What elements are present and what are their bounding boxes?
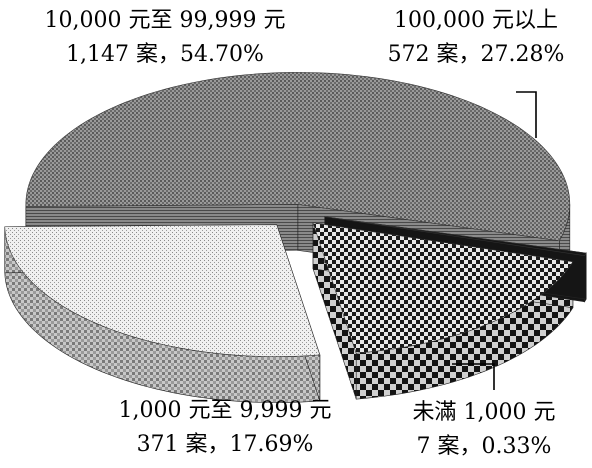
slice-label-range: 10,000 元至 99,999 元: [44, 8, 286, 33]
slice-label-10000-99999: 10,000 元至 99,999 元 1,147 案，54.70%: [0, 4, 330, 72]
leader-line-100000-up: [516, 91, 537, 138]
slice-label-value: 1,147 案，54.70%: [66, 42, 264, 67]
slice-label-1000-9999: 1,000 元至 9,999 元 371 案，17.69%: [60, 394, 390, 462]
slice-label-value: 371 案，17.69%: [136, 432, 314, 457]
slice-label-range: 100,000 元以上: [394, 8, 558, 33]
leader-line-under-1000: [452, 363, 495, 390]
slice-label-range: 1,000 元至 9,999 元: [118, 398, 332, 423]
slice-label-value: 7 案，0.33%: [416, 434, 552, 459]
slice-under-1000: [324, 216, 587, 257]
slice-label-100000-up: 100,000 元以上 572 案，27.28%: [360, 4, 592, 72]
slice-label-under-1000: 未滿 1,000 元 7 案，0.33%: [384, 396, 584, 464]
slice-label-range: 未滿 1,000 元: [412, 400, 556, 425]
slice-100000-up: [4, 224, 321, 357]
slice-label-value: 572 案，27.28%: [387, 42, 565, 67]
slice-10000-99999: [25, 72, 571, 242]
slice-1000-9999: [312, 222, 574, 354]
